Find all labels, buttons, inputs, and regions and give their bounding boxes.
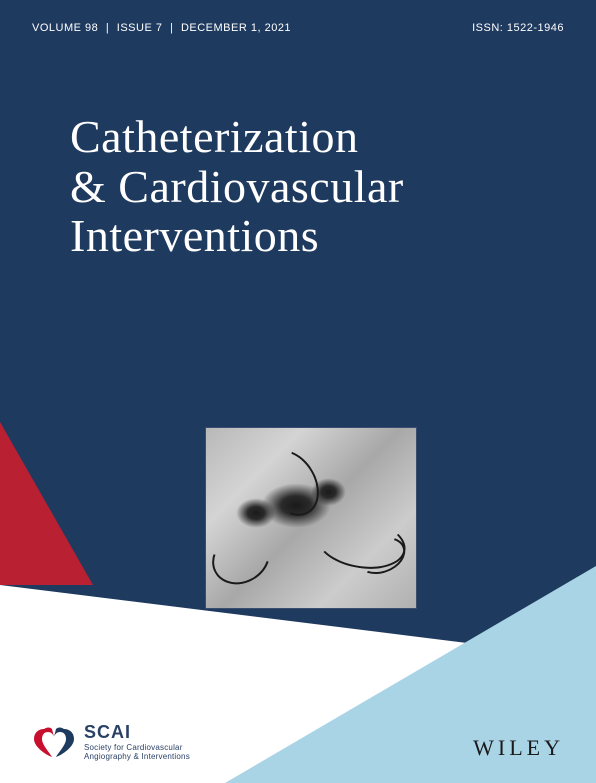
scai-subtitle-1: Society for Cardiovascular	[84, 743, 190, 752]
journal-title: Catheterization & Cardiovascular Interve…	[70, 112, 404, 261]
scai-heart-icon	[32, 723, 76, 759]
title-line-3: Interventions	[70, 211, 404, 261]
title-line-2: & Cardiovascular	[70, 162, 404, 212]
header-bar: VOLUME 98 | ISSUE 7 | DECEMBER 1, 2021 I…	[32, 22, 564, 34]
issue-number: 7	[156, 22, 163, 34]
issn-value: 1522-1946	[507, 22, 564, 34]
issn-block: ISSN: 1522-1946	[472, 22, 564, 34]
issue-date: DECEMBER 1, 2021	[181, 22, 291, 34]
journal-cover: VOLUME 98 | ISSUE 7 | DECEMBER 1, 2021 I…	[0, 0, 596, 783]
issn-label: ISSN:	[472, 22, 503, 34]
scai-brand-name: SCAI	[84, 722, 190, 743]
angiogram-frame	[206, 428, 416, 608]
title-line-1: Catheterization	[70, 112, 404, 162]
issue-label: ISSUE	[117, 22, 153, 34]
cover-angiogram-image	[205, 427, 417, 609]
scai-text-block: SCAI Society for Cardiovascular Angiogra…	[84, 722, 190, 761]
scai-subtitle-2: Angiography & Interventions	[84, 752, 190, 761]
scai-logo: SCAI Society for Cardiovascular Angiogra…	[32, 722, 190, 761]
footer-bar: SCAI Society for Cardiovascular Angiogra…	[32, 722, 564, 761]
volume-label: VOLUME	[32, 22, 81, 34]
separator: |	[106, 22, 109, 34]
issue-info: VOLUME 98 | ISSUE 7 | DECEMBER 1, 2021	[32, 22, 291, 34]
wiley-logo: WILEY	[473, 735, 564, 761]
separator: |	[170, 22, 173, 34]
volume-number: 98	[85, 22, 98, 34]
